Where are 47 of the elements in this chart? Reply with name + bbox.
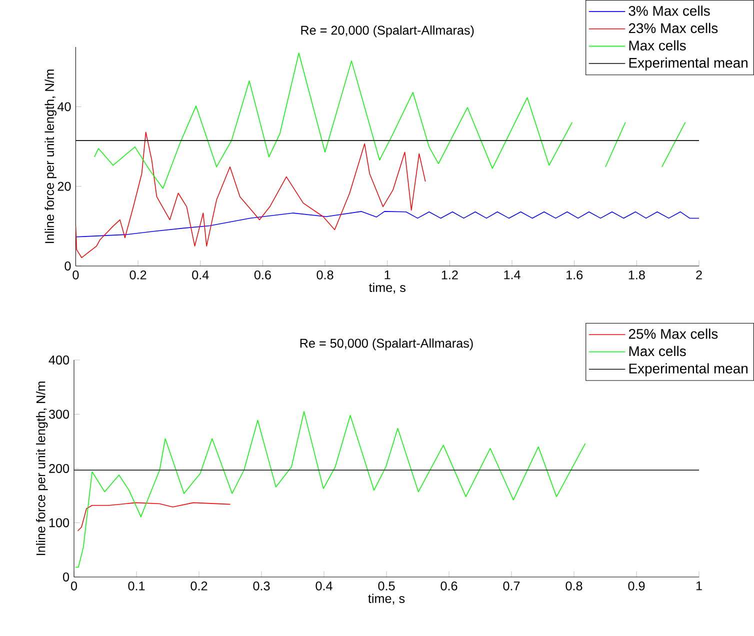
x-tick-label: 0.1 (128, 581, 145, 590)
x-tick-label: 1.8 (628, 270, 645, 280)
x-tick-label: 0.4 (192, 270, 209, 280)
x-tick-label: 0.5 (378, 581, 395, 590)
y-tick-label: 300 (48, 410, 70, 419)
y-tick-label: 20 (58, 182, 71, 191)
x-tick-label: 0.7 (503, 581, 520, 590)
line-series (77, 502, 231, 532)
x-tick-label: 1.4 (504, 270, 520, 280)
x-axis-title: time, s (368, 282, 406, 294)
x-tick-label: 0.4 (316, 581, 332, 590)
legend-label: Experimental mean (629, 363, 748, 376)
x-tick-label: 0.2 (130, 270, 146, 280)
legend-label: Max cells (629, 346, 686, 356)
chart-title: Re = 20,000 (Spalart-Allmaras) (301, 25, 474, 38)
line-series (76, 211, 700, 238)
x-tick-label: 2 (696, 270, 702, 280)
x-tick-label: 0.6 (254, 270, 271, 280)
x-tick-label: 0.9 (628, 581, 645, 590)
line-series (74, 411, 586, 568)
x-tick-label: 0 (70, 581, 78, 590)
x-tick-label: 1.6 (566, 270, 583, 280)
y-tick-label: 0 (63, 572, 70, 582)
x-tick-label: 0 (72, 270, 79, 280)
x-tick-label: 0.3 (253, 581, 270, 590)
y-tick-label: 100 (49, 518, 70, 528)
x-tick-label: 1 (696, 581, 702, 590)
legend-label: Experimental mean (629, 58, 748, 71)
x-tick-label: 1.2 (442, 270, 458, 280)
x-tick-label: 0.2 (190, 581, 208, 590)
x-tick-label: 0.8 (566, 581, 582, 590)
x-tick-label: 0.6 (440, 581, 458, 590)
y-axis-title: Inline force per unit length, N/m (36, 382, 48, 556)
legend-label: 3% Max cells (628, 6, 710, 16)
y-tick-label: 0 (64, 262, 71, 270)
y-axis-title: Inline force per unit length, N/m (44, 70, 56, 244)
y-tick-label: 400 (48, 356, 70, 364)
x-tick-label: 0.8 (316, 270, 334, 280)
legend-label: Max cells (629, 40, 686, 50)
y-tick-label: 40 (57, 102, 71, 112)
line-series (76, 132, 426, 258)
x-tick-label: 1 (384, 270, 390, 280)
y-tick-label: 200 (49, 464, 70, 473)
legend-label: 23% Max cells (628, 22, 718, 34)
chart-title: Re = 50,000 (Spalart-Allmaras) (300, 338, 473, 350)
x-axis-title: time, s (368, 594, 405, 605)
legend-label: 25% Max cells (628, 328, 718, 339)
